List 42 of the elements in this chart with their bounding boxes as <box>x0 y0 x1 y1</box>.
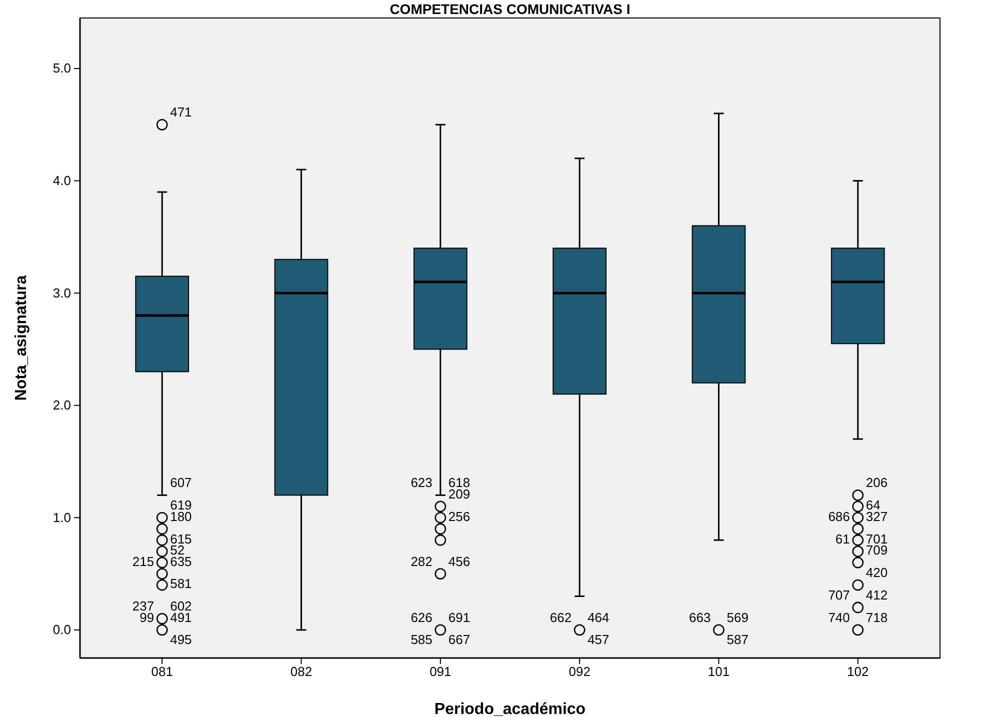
annotation: 587 <box>726 632 748 647</box>
annotation: 206 <box>866 475 888 490</box>
annotation: 282 <box>410 554 432 569</box>
x-tick-label: 101 <box>708 664 730 680</box>
annotation: 412 <box>866 587 888 602</box>
annotation: 495 <box>170 632 192 647</box>
annotation: 569 <box>726 610 748 625</box>
y-tick-label: 4.0 <box>52 172 71 188</box>
x-tick-label: 092 <box>568 664 590 680</box>
x-tick-label: 091 <box>430 664 452 680</box>
annotation: 585 <box>410 632 432 647</box>
annotation: 623 <box>410 475 432 490</box>
annotation: 626 <box>410 610 432 625</box>
annotation: 718 <box>866 610 888 625</box>
annotation: 607 <box>170 475 192 490</box>
annotation: 471 <box>170 104 192 120</box>
y-tick-label: 2.0 <box>52 398 71 413</box>
annotation: 662 <box>550 610 572 625</box>
annotation: 256 <box>448 508 470 524</box>
annotation: 464 <box>588 610 610 625</box>
annotation: 61 <box>835 531 850 546</box>
y-tick-label: 5.0 <box>52 60 71 76</box>
y-tick-label: 0.0 <box>52 622 71 638</box>
x-tick-label: 082 <box>290 664 312 680</box>
annotation: 420 <box>866 565 888 580</box>
annotation: 663 <box>689 610 711 625</box>
x-tick-label: 081 <box>151 664 173 680</box>
annotation: 456 <box>448 554 470 569</box>
annotation: 581 <box>170 576 192 591</box>
annotation: 667 <box>448 632 470 647</box>
annotation: 691 <box>448 610 470 625</box>
annotation: 740 <box>828 610 850 625</box>
chart-title: COMPETENCIAS COMUNICATIVAS I <box>390 1 630 17</box>
x-axis-title: Periodo_académico <box>434 701 586 718</box>
y-tick-label: 1.0 <box>52 510 71 525</box>
annotation: 686 <box>828 508 850 524</box>
y-axis-title: Nota_asignatura <box>13 275 30 401</box>
annotation: 457 <box>588 632 610 647</box>
x-tick-label: 102 <box>847 664 869 680</box>
annotation: 215 <box>132 554 154 569</box>
y-tick-label: 3.0 <box>52 285 71 300</box>
annotation: 707 <box>828 587 850 602</box>
